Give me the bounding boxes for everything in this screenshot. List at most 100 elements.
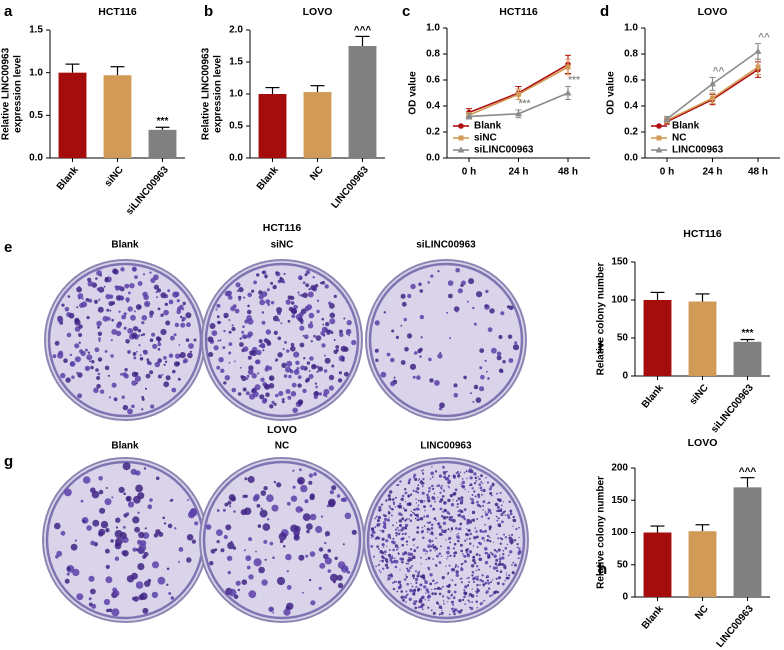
colony (512, 344, 520, 351)
colony (276, 482, 282, 488)
y-tick-label: 0.8 (426, 49, 440, 60)
colony (216, 509, 220, 512)
colony (149, 338, 154, 343)
colony (118, 486, 125, 493)
colony (259, 299, 266, 306)
colony (395, 335, 399, 339)
colony (351, 339, 357, 346)
colony (391, 329, 395, 333)
colony (468, 581, 470, 584)
colony (97, 372, 101, 376)
colony (378, 506, 382, 510)
colony (392, 582, 394, 584)
colony (493, 554, 497, 558)
colony (151, 561, 160, 569)
colony (70, 543, 78, 551)
colony (244, 319, 249, 324)
colony (298, 294, 301, 296)
colony (479, 348, 485, 353)
colony (428, 357, 432, 362)
colony (238, 298, 241, 302)
colony (428, 490, 431, 493)
colony (135, 350, 138, 353)
colony (482, 504, 485, 507)
colony (69, 353, 73, 357)
colony (127, 408, 133, 415)
colony (445, 476, 450, 481)
colony (469, 497, 472, 500)
colony (306, 361, 311, 365)
colony (473, 482, 477, 485)
colony (328, 385, 334, 391)
colony (247, 369, 254, 375)
colony (427, 568, 431, 571)
colony (393, 580, 396, 584)
colony (476, 535, 479, 539)
colony (125, 495, 132, 502)
colony (485, 576, 488, 579)
colony (149, 498, 153, 502)
colony (491, 494, 493, 497)
colony (408, 518, 410, 520)
colony (425, 514, 430, 518)
colony (281, 398, 284, 401)
x-tick-label: Blank (255, 164, 281, 192)
colony (437, 270, 440, 273)
colony (137, 334, 140, 337)
colony (443, 600, 445, 602)
colony (475, 480, 478, 482)
colony (97, 325, 100, 329)
colony (394, 528, 398, 531)
colony (399, 583, 402, 586)
colony (179, 352, 186, 359)
colony (290, 369, 292, 371)
colony (156, 296, 159, 298)
colony (111, 301, 116, 305)
colony (475, 553, 479, 556)
colony (449, 337, 452, 340)
colony (508, 358, 514, 363)
y-tick-label: 1.0 (624, 23, 638, 34)
colony (115, 517, 121, 523)
colony (428, 528, 431, 531)
colony (243, 335, 248, 339)
y-tick-label: 0 (622, 592, 628, 603)
colony (346, 320, 352, 326)
bar (688, 301, 717, 376)
colony (227, 570, 231, 575)
colony (488, 517, 490, 520)
colony (132, 547, 137, 552)
colony (430, 531, 434, 534)
colony (87, 351, 91, 354)
colony (377, 564, 380, 566)
colony (413, 588, 417, 592)
colony (500, 513, 504, 517)
colony (176, 306, 182, 312)
colony (260, 507, 263, 510)
colony (131, 380, 137, 386)
colony (412, 538, 415, 541)
colony (230, 496, 236, 502)
colony (347, 570, 351, 574)
colony (468, 537, 471, 540)
colony (460, 483, 462, 485)
colony (476, 607, 478, 609)
colony (337, 378, 343, 383)
colony (443, 602, 445, 605)
colony (400, 590, 404, 593)
colony (421, 472, 425, 475)
colony (501, 538, 504, 541)
colony (450, 579, 452, 581)
colony (494, 502, 499, 507)
colony (512, 515, 515, 519)
colony (449, 554, 452, 557)
colony (91, 360, 95, 364)
colony (320, 282, 323, 285)
colony (431, 466, 433, 468)
colony (147, 504, 153, 510)
colony (447, 555, 449, 558)
colony (460, 499, 464, 503)
colony (96, 270, 102, 276)
colony (160, 292, 167, 299)
